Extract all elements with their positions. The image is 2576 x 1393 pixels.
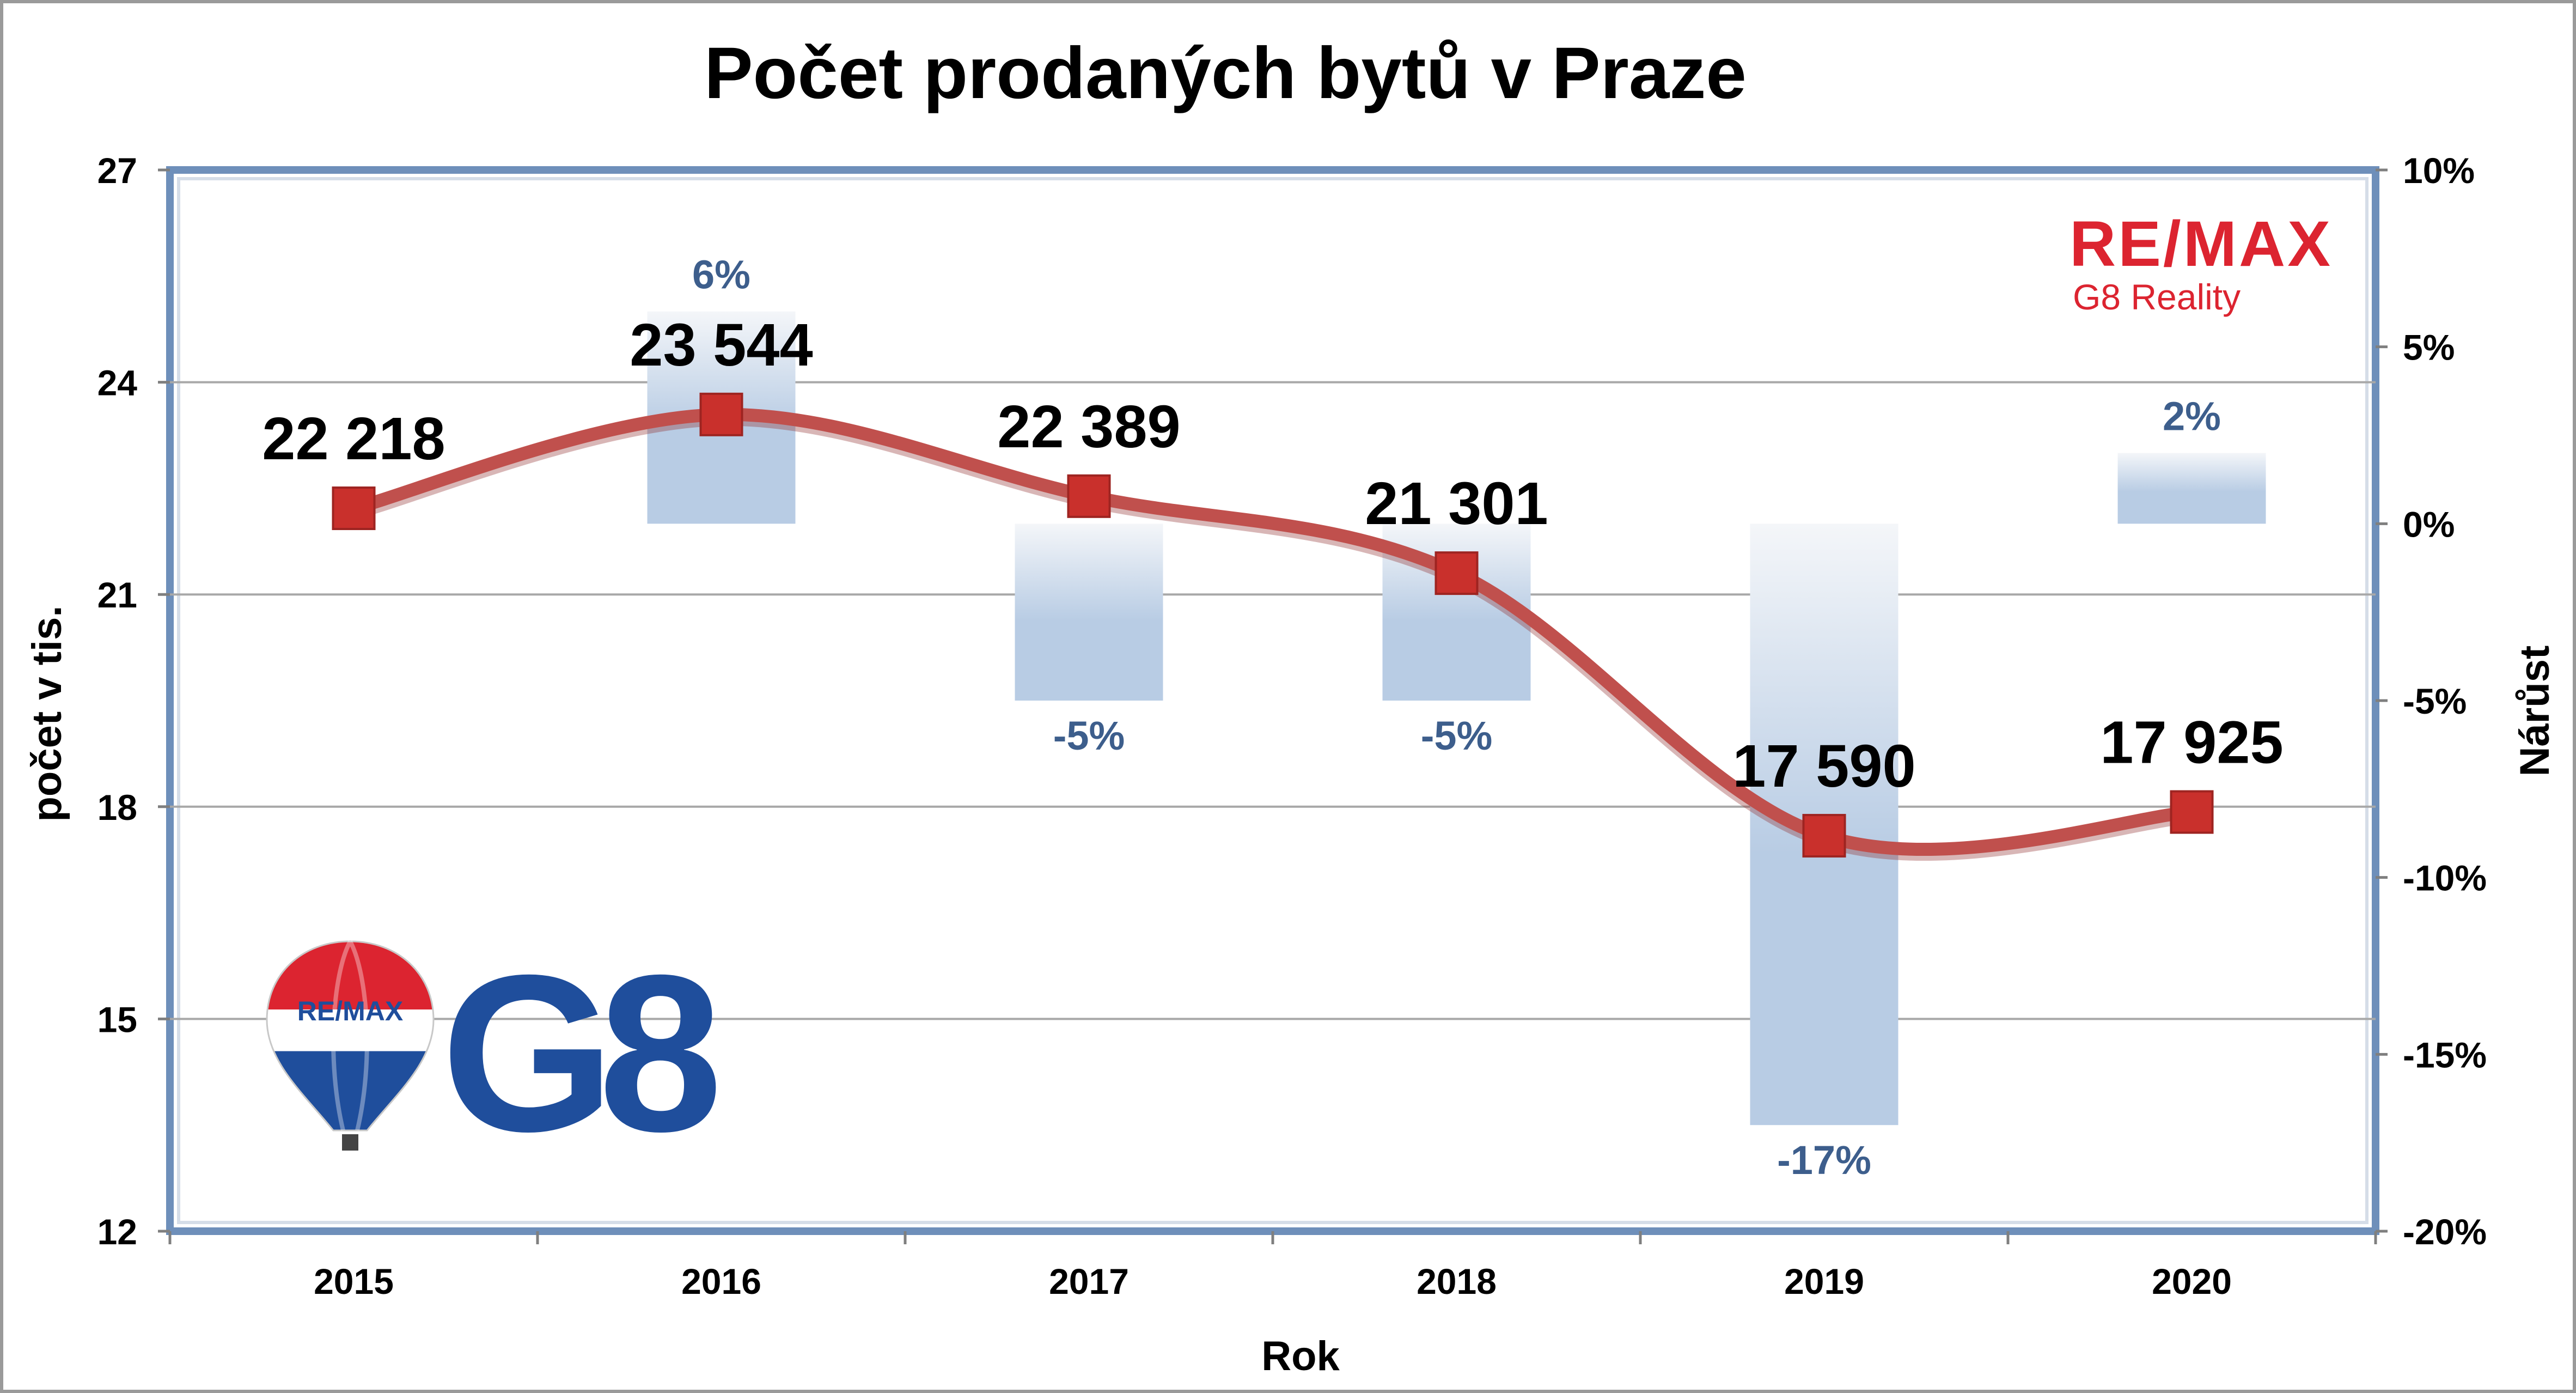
x-tick-label: 2016 xyxy=(681,1261,761,1301)
plot-area-frame xyxy=(166,166,2379,1235)
y2-tick-label: -10% xyxy=(2403,858,2487,898)
balloon-remax-text: RE/MAX xyxy=(297,996,403,1026)
gridlines xyxy=(170,381,2376,1020)
remax-g8-reality-logo: RE/MAX G8 Reality xyxy=(2070,208,2333,317)
y-tick-label: 12 xyxy=(97,1212,137,1252)
y-tick-label: 27 xyxy=(97,150,137,191)
x-tick-label: 2019 xyxy=(1784,1261,1864,1301)
sales-value-label: 21 301 xyxy=(1365,470,1548,537)
growth-label: -5% xyxy=(1421,713,1493,758)
sales-value-label: 22 218 xyxy=(262,405,445,472)
axes: 12 15 18 21 24 27 -20% -15% -10% -5% 0% 5% 10% 2015 20… xyxy=(97,150,2487,1301)
x-tick-label: 2020 xyxy=(2152,1261,2232,1301)
sales-value-label: 23 544 xyxy=(630,312,813,379)
sales-point-marker xyxy=(2170,790,2214,834)
x-axis-title: Rok xyxy=(1261,1333,1340,1379)
x-tick-label: 2017 xyxy=(1049,1261,1129,1301)
y2-tick-label: 0% xyxy=(2403,504,2455,544)
sales-line-series xyxy=(332,392,2214,861)
y-tick-label: 15 xyxy=(97,999,137,1039)
y-axis-title: počet v tis. xyxy=(24,606,70,822)
plot-area-inner-edge xyxy=(177,177,2369,1224)
chart-title: Počet prodaných bytů v Praze xyxy=(704,33,1747,114)
sales-value-label: 22 389 xyxy=(997,393,1180,460)
growth-label: -17% xyxy=(1777,1137,1871,1183)
growth-bar xyxy=(1015,524,1163,701)
sales-line xyxy=(347,407,2199,856)
balloon-basket-icon xyxy=(342,1134,358,1151)
x-tick-label: 2015 xyxy=(314,1261,394,1301)
growth-label: 6% xyxy=(692,252,750,297)
sales-value-label: 17 590 xyxy=(1732,733,1915,800)
growth-bar xyxy=(2117,453,2266,524)
y-tick-label: 18 xyxy=(97,787,137,828)
y-tick-label: 24 xyxy=(97,363,138,403)
g8-logo-text: G8 xyxy=(441,928,717,1178)
growth-label: -5% xyxy=(1053,713,1125,758)
sales-point-marker xyxy=(699,392,743,436)
y2-tick-label: -20% xyxy=(2403,1212,2487,1252)
y2-tick-label: 5% xyxy=(2403,327,2455,368)
y2-tick-label: -5% xyxy=(2403,681,2467,721)
data-labels: 6% -5% -5% -17% 2% 22 218 23 544 22 389 21 301 17… xyxy=(262,252,2283,1183)
g8-reality-logo-text: G8 Reality xyxy=(2073,277,2241,317)
x-tick-label: 2018 xyxy=(1417,1261,1497,1301)
sales-point-marker xyxy=(1067,474,1111,518)
y2-axis-title: Nárůst xyxy=(2512,646,2558,777)
balloon-stripe-icon xyxy=(331,940,369,1131)
growth-label: 2% xyxy=(2163,393,2221,439)
hot-air-balloon-icon xyxy=(266,940,435,1132)
remax-logo-text: RE/MAX xyxy=(2070,208,2333,280)
y2-tick-label: 10% xyxy=(2403,150,2475,191)
sales-point-marker xyxy=(1434,551,1479,595)
sales-value-label: 17 925 xyxy=(2100,709,2283,776)
y2-tick-label: -15% xyxy=(2403,1035,2487,1075)
sales-point-marker xyxy=(332,486,376,531)
sales-point-marker xyxy=(1802,814,1846,858)
y-tick-label: 21 xyxy=(97,575,137,615)
remax-g8-balloon-logo: RE/MAX G8 xyxy=(266,928,734,1178)
